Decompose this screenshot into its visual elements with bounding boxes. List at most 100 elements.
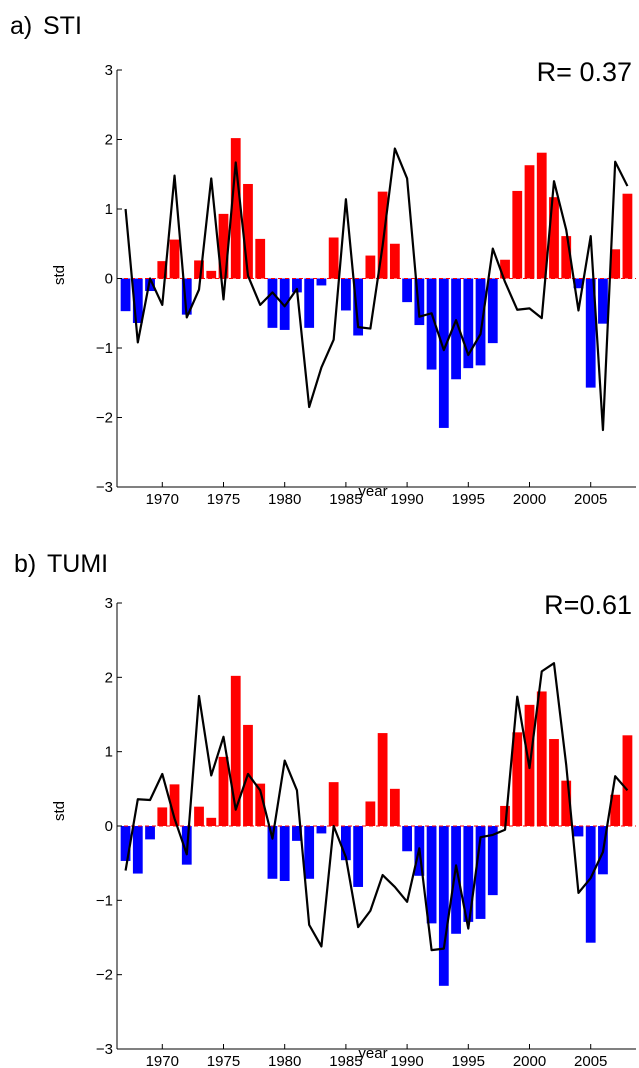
panel-a-ytick-label: −2 <box>96 410 113 427</box>
panel-b-bar-1979 <box>267 826 278 879</box>
panel-b-bar-1996 <box>475 826 486 919</box>
panel-a-bar-1998 <box>500 259 510 279</box>
panel-b-bar-1968 <box>132 826 143 874</box>
panel-a-bar-1975 <box>218 213 229 279</box>
panel-b-bar-1992 <box>426 826 437 924</box>
panel-b-bar-1986 <box>353 826 364 887</box>
panel-b-bar-1982 <box>304 826 315 879</box>
panel-a-bar-1983 <box>316 278 327 286</box>
panel-b-bar-1969 <box>145 826 155 840</box>
panel-a-bar-1977 <box>243 183 253 279</box>
panel-b-bar-1984 <box>328 782 339 826</box>
panel-b-xtick-label: 1970 <box>146 1053 179 1068</box>
panel-b-xtick-label: 1985 <box>329 1053 362 1068</box>
panel-a-xtick-label: 2005 <box>574 491 607 508</box>
panel-b-bar-1988 <box>377 733 388 826</box>
panel-a-bar-1999 <box>512 190 523 279</box>
panel-b-bar-1990 <box>402 826 412 852</box>
panel-a-bar-1971 <box>169 239 180 279</box>
panel-b-bar-1976 <box>230 675 241 826</box>
panel-b-bar-2007 <box>610 794 621 826</box>
panel-a-bar-2006 <box>598 278 608 324</box>
panel-b-ytick-label: −2 <box>96 967 113 984</box>
panel-b-bar-2001 <box>536 691 547 826</box>
panel-b-bar-1989 <box>389 788 400 826</box>
panel-a-correlation: R= 0.37 <box>537 57 632 87</box>
panel-a-bar-1995 <box>463 278 474 369</box>
panel-a-ytick-label: 3 <box>105 62 113 79</box>
panel-a-xlabel: year <box>358 483 387 500</box>
panel-a-bar-1972 <box>181 278 192 315</box>
panel-a-bar-1994 <box>451 278 461 380</box>
panel-a-bar-2007 <box>610 249 621 279</box>
panel-b-xtick-label: 1980 <box>268 1053 301 1068</box>
panel-b-bar-1995 <box>463 826 474 922</box>
panel-a-bar-1993 <box>438 278 449 428</box>
panel-a-ytick-label: 1 <box>105 201 113 218</box>
panel-a-bar-2008 <box>622 193 633 279</box>
panel-a-bar-1974 <box>206 270 217 279</box>
panel-a: a) STI R= 0.37 std year −3 −2 −1 0 1 2 3 1970 19… <box>10 12 636 508</box>
panel-b-bar-1999 <box>512 732 523 826</box>
panel-a-bar-1976 <box>230 138 241 279</box>
panel-b-bar-1970 <box>157 807 168 826</box>
panel-a-ytick-label: −1 <box>96 340 113 357</box>
panel-a-bar-1982 <box>304 278 315 328</box>
panel-a-xtick-label: 2000 <box>513 491 546 508</box>
panel-a-series-line <box>124 147 629 432</box>
panel-a-xtick-label: 1985 <box>329 491 362 508</box>
panel-b-bar-2008 <box>622 735 633 826</box>
panel-b-xtick-label: 1975 <box>207 1053 240 1068</box>
panel-b-bar-1981 <box>292 826 302 841</box>
panel-a-bar-1997 <box>487 278 498 344</box>
panel-a-bar-2001 <box>536 152 547 279</box>
panel-b-bar-1974 <box>206 817 217 826</box>
panel-a-bar-1978 <box>255 238 266 279</box>
panel-a-bar-2002 <box>549 197 559 279</box>
panel-a-bar-1968 <box>132 278 143 323</box>
panel-a-bar-2000 <box>524 165 535 279</box>
panel-b-bar-1967 <box>120 826 131 861</box>
panel-a-bar-1980 <box>279 278 290 330</box>
panel-b-ytick-label: 3 <box>105 595 113 612</box>
panel-a-bar-1992 <box>426 278 437 370</box>
panel-a-xtick-label: 1990 <box>390 491 423 508</box>
panel-b-ytick-label: 1 <box>105 744 113 761</box>
panel-b-bar-1973 <box>194 806 204 826</box>
panel-a-bar-1985 <box>341 278 351 311</box>
panel-b-xtick-label: 1990 <box>390 1053 423 1068</box>
panel-b-xtick-label: 1995 <box>452 1053 485 1068</box>
panel-a-ytick-label: 2 <box>105 132 113 149</box>
panel-a-bar-2003 <box>561 236 572 279</box>
panel-a-ytick-label: 0 <box>105 271 113 288</box>
panel-b-bar-1971 <box>169 784 180 826</box>
panel-b-series-line <box>124 662 629 952</box>
panel-a-bar-1981 <box>292 278 302 293</box>
panel-b-bar-1985 <box>341 826 351 861</box>
panel-b-ylabel: std <box>51 801 68 821</box>
panel-a-bar-1988 <box>377 191 388 279</box>
panel-a-plot: −3 −2 −1 0 1 2 3 1970 1975 1980 1985 1990 1995 2000 20… <box>96 62 636 508</box>
panel-a-bar-1979 <box>267 278 278 328</box>
panel-b-bar-1997 <box>487 826 498 896</box>
panel-b-xtick-label: 2005 <box>574 1053 607 1068</box>
panel-b-xlabel: year <box>358 1045 387 1062</box>
panel-b-bar-1993 <box>438 826 449 986</box>
panel-b-bar-1983 <box>316 826 327 834</box>
panel-a-bar-1984 <box>328 237 339 279</box>
panel-a-ylabel: std <box>51 265 68 285</box>
panel-b-bar-2002 <box>549 739 559 826</box>
panel-b-bar-2004 <box>573 826 584 837</box>
panel-a-xtick-label: 1975 <box>207 491 240 508</box>
panel-a-bar-1986 <box>353 278 364 336</box>
panel-b-ytick-label: 0 <box>105 818 113 835</box>
panel-a-xtick-label: 1970 <box>146 491 179 508</box>
panel-a-bar-1990 <box>402 278 412 303</box>
panel-a-bar-1989 <box>389 243 400 279</box>
panel-b-bar-1978 <box>255 783 266 826</box>
panel-a-bar-1967 <box>120 278 131 312</box>
panel-b-title: TUMI <box>47 550 108 578</box>
panel-b-xtick-label: 2000 <box>513 1053 546 1068</box>
panel-a-bar-2004 <box>573 278 584 289</box>
